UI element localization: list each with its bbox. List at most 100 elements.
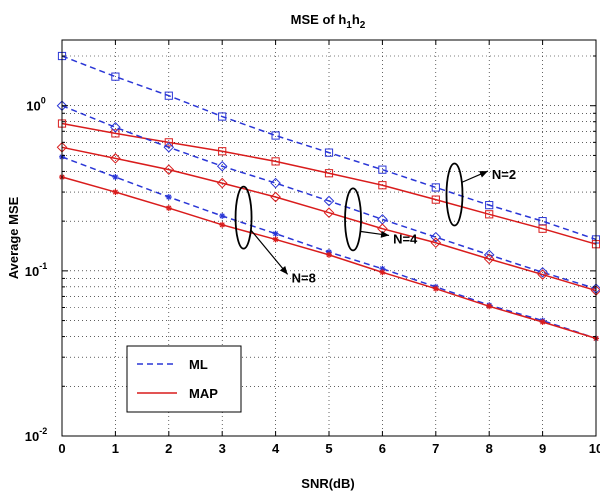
x-tick-label-2: 2 (165, 441, 172, 456)
data-point-map-n2-7 (431, 195, 440, 204)
annotation-n-4: N=4 (344, 187, 418, 252)
data-point-ml-n8-1-stroke (112, 174, 118, 180)
data-point-map-n8-3-stroke (219, 222, 225, 228)
data-point-map-n8-9-stroke (540, 319, 546, 325)
title-main: MSE of h (291, 12, 347, 27)
data-point-ml-n4-9 (537, 267, 548, 278)
data-point-map-n8-5-stroke (326, 252, 332, 258)
x-tick-label-4: 4 (272, 441, 280, 456)
data-point-ml-n8-3-stroke (219, 213, 225, 219)
data-point-map-n8-2-stroke (166, 205, 172, 211)
data-point-map-n8-4-stroke (273, 236, 279, 242)
x-tick-label-3: 3 (219, 441, 226, 456)
annotation-ellipse (234, 185, 253, 250)
legend-box (126, 345, 242, 413)
x-tick-label-10: 10 (589, 441, 600, 456)
series-line-ml-n2 (61, 55, 597, 241)
data-point-map-n2-3 (218, 147, 227, 156)
data-point-map-n4-9 (537, 269, 548, 280)
y-axis-label: Average MSE (6, 196, 21, 279)
data-point-map-n8-4 (272, 236, 279, 243)
x-tick-label-1: 1 (112, 441, 119, 456)
data-point-ml-n4-2 (163, 141, 175, 153)
data-point-map-n2-5 (324, 169, 334, 178)
data-point-map-n4-3 (216, 177, 228, 189)
data-point-map-n8-7-stroke (433, 286, 439, 292)
data-point-map-n8-1 (112, 189, 119, 196)
annotations: N=2 N=4 N=8 (234, 162, 516, 285)
data-point-ml-n2-3 (218, 112, 227, 121)
y-tick-label-1: 10-1 (25, 261, 47, 279)
data-point-map-n8-3 (219, 221, 226, 228)
data-point-ml-n4-7 (430, 231, 442, 243)
data-point-ml-n8-1 (112, 174, 119, 181)
chart-title: MSE of h1h2 (291, 12, 366, 31)
series-map-n2 (57, 119, 600, 249)
data-point-ml-n8-4 (272, 230, 279, 237)
data-point-ml-n4-4 (270, 177, 281, 189)
data-point-map-n8-5 (326, 251, 332, 258)
data-point-map-n4-4 (270, 191, 281, 203)
x-tick-label-8: 8 (486, 441, 493, 456)
annotation-arrowhead (479, 171, 488, 178)
annotation-label: N=4 (393, 231, 418, 246)
title-mid: h (352, 12, 360, 27)
data-point-ml-n2-6 (378, 165, 387, 174)
series-group (56, 51, 600, 342)
data-point-ml-n8-3 (219, 212, 226, 219)
data-point-ml-n2-2 (164, 91, 173, 100)
x-tick-label-6: 6 (379, 441, 386, 456)
annotation-ellipse (344, 187, 362, 252)
annotation-arrowhead (380, 230, 390, 238)
data-point-ml-n8-2-stroke (166, 194, 172, 200)
legend: ML MAP (126, 345, 242, 413)
x-tick-label-7: 7 (432, 441, 439, 456)
data-point-map-n8-2 (165, 205, 172, 212)
data-point-map-n8-8-stroke (486, 303, 492, 309)
series-line-ml-n4 (61, 105, 597, 290)
data-point-ml-n4-1 (110, 122, 121, 133)
data-point-ml-n8-2 (165, 194, 172, 201)
data-point-map-n4-2 (163, 164, 175, 175)
annotation-arrow (250, 229, 289, 275)
annotation-label: N=2 (492, 167, 516, 182)
x-tick-label-9: 9 (539, 441, 546, 456)
data-point-map-n8-9 (539, 319, 546, 326)
legend-map-label: MAP (189, 386, 218, 401)
data-point-ml-n2-1 (111, 72, 120, 81)
x-axis-label: SNR(dB) (301, 476, 354, 491)
series-line-map-n2 (61, 122, 597, 245)
title-sub-2: 2 (360, 20, 366, 31)
data-point-ml-n2-8 (485, 201, 494, 210)
data-point-map-n4-8 (483, 253, 495, 265)
data-point-ml-n4-3 (216, 160, 228, 172)
annotation-n-2: N=2 (445, 162, 516, 227)
data-point-map-n2-9 (538, 224, 547, 233)
annotation-ellipse (445, 162, 464, 227)
y-tick-label-2: 10-2 (25, 426, 47, 444)
legend-ml-label: ML (189, 357, 208, 372)
data-point-ml-n8-4-stroke (273, 231, 279, 237)
data-point-map-n4-1 (110, 153, 121, 164)
data-point-map-n2-2 (164, 138, 173, 147)
data-point-map-n8-6-stroke (379, 269, 385, 275)
data-point-ml-n2-5 (324, 148, 334, 157)
annotation-n-8: N=8 (234, 185, 316, 285)
data-point-map-n8-8 (486, 303, 493, 310)
x-tick-label-0: 0 (58, 441, 65, 456)
data-point-map-n2-1 (111, 129, 120, 138)
x-tick-label-5: 5 (325, 441, 332, 456)
grid (62, 40, 596, 436)
data-point-map-n2-4 (271, 157, 280, 166)
data-point-map-n4-7 (430, 237, 442, 249)
data-point-map-n8-7 (432, 285, 439, 292)
data-point-ml-n2-7 (431, 183, 440, 192)
data-point-map-n8-1-stroke (112, 189, 118, 195)
annotation-label: N=8 (292, 270, 316, 285)
data-point-map-n2-6 (378, 181, 387, 190)
data-point-ml-n2-4 (271, 131, 280, 140)
data-point-ml-n4-5 (323, 195, 335, 207)
data-point-map-n4-5 (323, 207, 335, 219)
